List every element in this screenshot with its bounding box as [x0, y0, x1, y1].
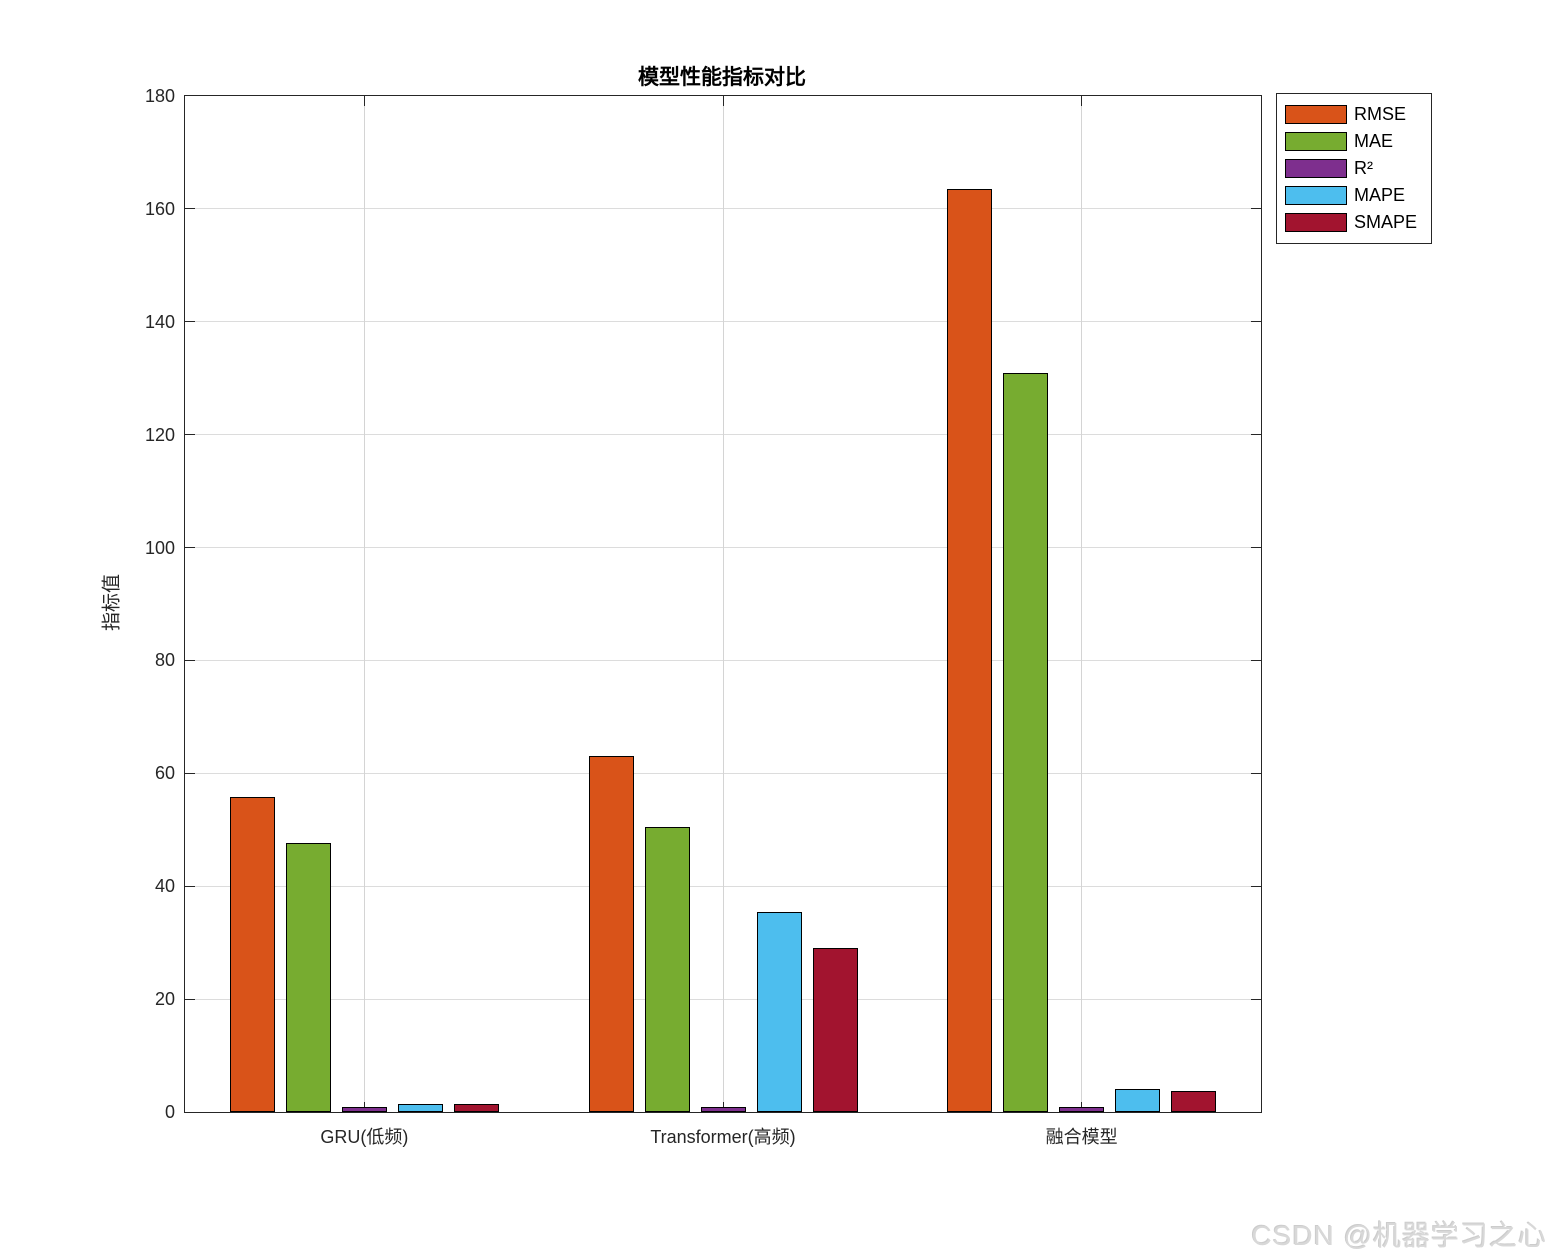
bar: [588, 755, 634, 1112]
bar: [1003, 373, 1049, 1112]
y-tick-label: 140: [144, 311, 175, 332]
legend-swatch: [1285, 132, 1347, 151]
legend-row: MAPE: [1285, 182, 1431, 209]
y-tick-mark: [185, 998, 195, 1000]
bar: [812, 948, 858, 1112]
legend: RMSE MAE R² MAPE SMAPE: [1276, 93, 1432, 244]
y-tick-label: 120: [144, 424, 175, 445]
y-tick-mark: [185, 659, 195, 661]
bar: [947, 188, 993, 1112]
bar: [1171, 1090, 1217, 1112]
legend-swatch: [1285, 186, 1347, 205]
bar: [700, 1106, 746, 1112]
y-tick-mark: [185, 772, 195, 774]
y-tick-mark: [185, 321, 195, 323]
x-tick-mark: [363, 96, 365, 106]
legend-label: MAE: [1354, 131, 1394, 151]
legend-row: MAE: [1285, 128, 1431, 155]
y-tick-mark: [185, 547, 195, 549]
y-tick-mark: [1251, 208, 1261, 210]
y-tick-mark: [1251, 885, 1261, 887]
legend-label: R²: [1354, 158, 1373, 178]
x-tick-label: GRU(低频): [320, 1127, 409, 1147]
y-tick-mark: [185, 434, 195, 436]
legend-swatch: [1285, 105, 1347, 124]
bar: [341, 1106, 387, 1112]
y-tick-mark: [1251, 998, 1261, 1000]
v-gridline: [1081, 96, 1083, 1112]
legend-swatch: [1285, 213, 1347, 232]
bar: [453, 1104, 499, 1112]
y-tick-mark: [1251, 547, 1261, 549]
bar: [1059, 1106, 1105, 1112]
legend-label: RMSE: [1354, 104, 1407, 124]
watermark: CSDN @机器学习之心: [1251, 1220, 1547, 1251]
legend-swatch: [1285, 159, 1347, 178]
x-tick-label: Transformer(高频): [650, 1127, 796, 1147]
y-tick-mark: [1251, 434, 1261, 436]
legend-label: MAPE: [1354, 185, 1406, 205]
chart-title: 模型性能指标对比: [638, 65, 806, 89]
y-tick-label: 60: [154, 763, 175, 784]
legend-label: SMAPE: [1354, 212, 1418, 232]
bar: [644, 826, 690, 1112]
y-tick-label: 20: [154, 989, 175, 1010]
bar: [1115, 1089, 1161, 1112]
x-tick-label: 融合模型: [1045, 1127, 1118, 1147]
y-tick-mark: [185, 208, 195, 210]
legend-row: R²: [1285, 155, 1431, 182]
v-gridline: [722, 96, 724, 1112]
y-tick-mark: [1251, 659, 1261, 661]
y-tick-mark: [185, 885, 195, 887]
bar: [397, 1104, 443, 1112]
legend-row: SMAPE: [1285, 209, 1431, 236]
bar: [285, 843, 331, 1112]
v-gridline: [363, 96, 365, 1112]
y-tick-label: 40: [154, 876, 175, 897]
legend-row: RMSE: [1285, 101, 1431, 128]
y-tick-mark: [1251, 321, 1261, 323]
y-tick-label: 160: [144, 198, 175, 219]
y-tick-label: 0: [164, 1102, 175, 1122]
y-tick-label: 100: [144, 537, 175, 558]
bar: [229, 797, 275, 1112]
bar: [756, 911, 802, 1112]
y-tick-label: 180: [144, 86, 175, 106]
x-tick-mark: [722, 96, 724, 106]
x-tick-mark: [1081, 96, 1083, 106]
y-tick-mark: [1251, 772, 1261, 774]
y-tick-label: 80: [154, 650, 175, 671]
plot-area: 0 20 40 60 80 100 120 140 160 180 GRU(低频) Transform…: [145, 86, 1262, 1147]
